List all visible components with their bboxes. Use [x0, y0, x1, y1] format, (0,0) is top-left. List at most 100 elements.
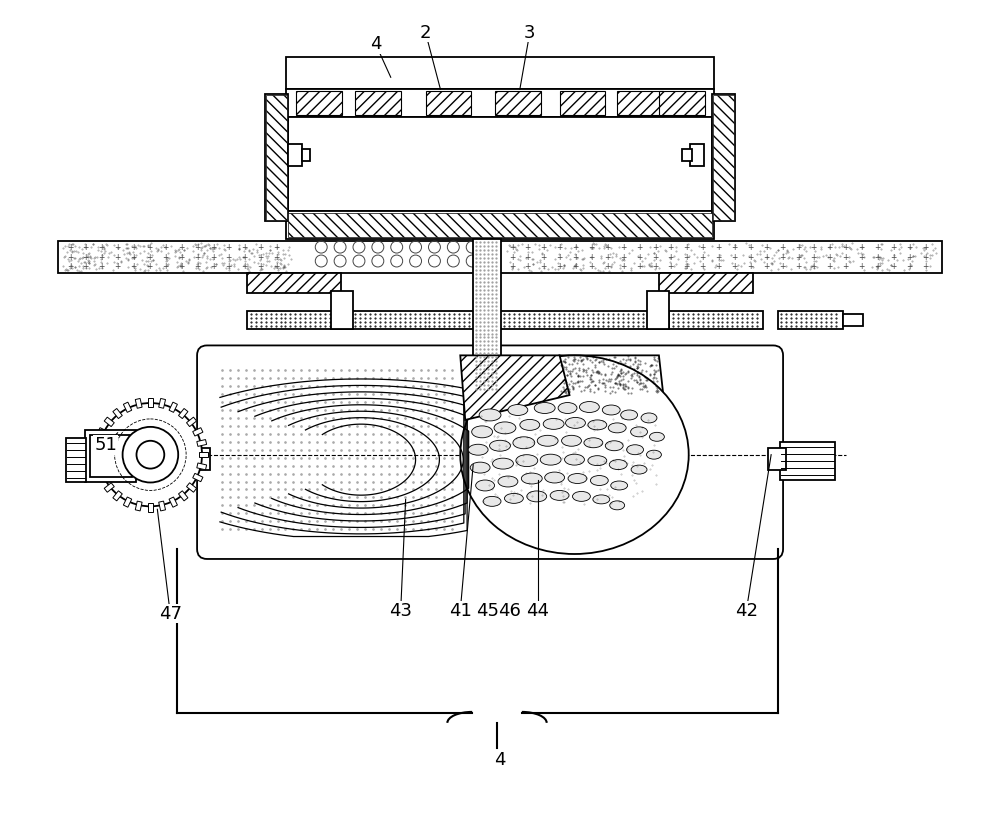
Text: +: + — [67, 243, 73, 252]
Text: +: + — [811, 252, 817, 261]
Text: +: + — [525, 243, 531, 252]
Text: +: + — [747, 262, 753, 271]
Text: +: + — [556, 252, 563, 261]
Ellipse shape — [479, 409, 501, 421]
Ellipse shape — [566, 417, 585, 428]
Text: 4: 4 — [370, 35, 382, 53]
Text: 2: 2 — [420, 24, 431, 42]
Text: +: + — [874, 243, 881, 252]
Text: +: + — [684, 243, 690, 252]
Bar — [85, 430, 136, 481]
Bar — [265, 94, 288, 221]
Bar — [659, 92, 705, 115]
Text: +: + — [273, 243, 280, 252]
Text: +: + — [668, 243, 674, 252]
Bar — [169, 402, 177, 413]
Ellipse shape — [494, 422, 516, 434]
Text: +: + — [763, 252, 769, 261]
Bar — [113, 491, 122, 501]
Ellipse shape — [470, 462, 490, 473]
Text: +: + — [210, 243, 216, 252]
Text: 44: 44 — [526, 601, 549, 619]
Bar — [199, 452, 208, 458]
Ellipse shape — [579, 401, 599, 413]
Text: +: + — [795, 243, 801, 252]
Ellipse shape — [537, 435, 558, 446]
Text: +: + — [242, 252, 248, 261]
Text: 46: 46 — [498, 601, 521, 619]
Text: +: + — [922, 243, 928, 252]
Text: +: + — [731, 252, 738, 261]
Text: +: + — [242, 262, 248, 271]
Text: +: + — [747, 243, 753, 252]
Bar — [187, 483, 197, 492]
Bar — [473, 239, 501, 393]
Ellipse shape — [568, 474, 587, 484]
Text: +: + — [509, 262, 515, 271]
Text: 51: 51 — [94, 435, 117, 453]
Text: +: + — [226, 252, 232, 261]
Text: +: + — [588, 262, 595, 271]
Text: 47: 47 — [159, 605, 182, 623]
Text: +: + — [795, 262, 801, 271]
Text: +: + — [890, 243, 896, 252]
Bar — [286, 212, 714, 239]
Ellipse shape — [641, 413, 657, 423]
Bar — [94, 463, 104, 470]
Text: +: + — [779, 243, 785, 252]
Bar — [341, 310, 669, 328]
Bar — [288, 144, 302, 166]
Text: +: + — [604, 262, 610, 271]
Bar — [98, 427, 108, 436]
Ellipse shape — [562, 435, 581, 446]
Ellipse shape — [504, 493, 523, 503]
Ellipse shape — [472, 426, 493, 438]
Text: +: + — [811, 243, 817, 252]
Text: +: + — [226, 262, 232, 271]
Bar — [266, 95, 287, 221]
Bar — [123, 402, 132, 413]
Text: +: + — [114, 252, 121, 261]
Ellipse shape — [621, 410, 638, 420]
Text: +: + — [130, 262, 137, 271]
Text: +: + — [242, 243, 248, 252]
Text: +: + — [699, 243, 706, 252]
Ellipse shape — [521, 473, 542, 484]
Text: 43: 43 — [389, 601, 412, 619]
Bar — [669, 310, 763, 328]
Text: +: + — [83, 252, 89, 261]
Bar — [90, 435, 132, 476]
Text: +: + — [146, 252, 153, 261]
Ellipse shape — [573, 492, 590, 502]
Text: +: + — [572, 262, 579, 271]
Ellipse shape — [543, 418, 564, 430]
Text: +: + — [525, 262, 531, 271]
Ellipse shape — [468, 444, 488, 455]
Bar — [560, 92, 605, 115]
Bar — [193, 473, 203, 482]
Bar — [286, 57, 714, 89]
Text: +: + — [114, 262, 121, 271]
Text: +: + — [509, 252, 515, 261]
Ellipse shape — [490, 440, 510, 451]
Ellipse shape — [527, 491, 547, 502]
Bar — [780, 442, 835, 480]
Text: +: + — [731, 262, 738, 271]
Ellipse shape — [608, 423, 626, 433]
Text: +: + — [842, 243, 849, 252]
Bar — [178, 408, 188, 418]
Ellipse shape — [609, 460, 627, 470]
Text: +: + — [130, 243, 137, 252]
Ellipse shape — [558, 403, 577, 413]
Text: +: + — [273, 262, 280, 271]
Text: +: + — [257, 262, 264, 271]
Text: +: + — [99, 252, 105, 261]
Ellipse shape — [610, 501, 625, 510]
Text: +: + — [731, 243, 738, 252]
Bar — [843, 314, 863, 325]
Text: +: + — [257, 252, 264, 261]
Bar — [187, 417, 197, 426]
Text: +: + — [890, 262, 896, 271]
Text: +: + — [525, 252, 531, 261]
Text: +: + — [604, 252, 610, 261]
